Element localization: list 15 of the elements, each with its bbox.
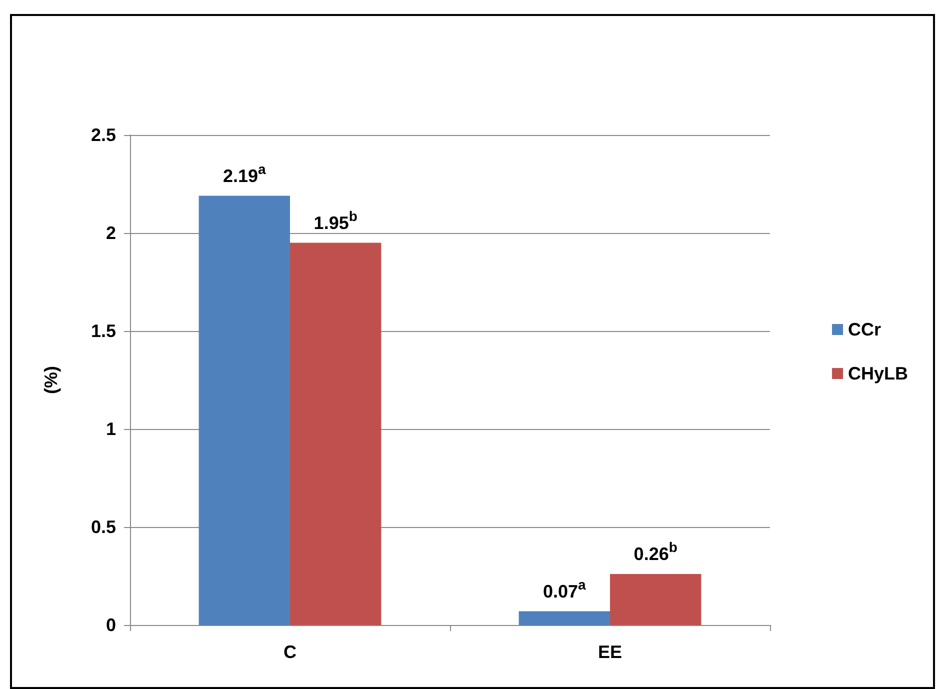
legend-label: CHyLB	[848, 364, 908, 384]
x-tick-label: C	[284, 642, 296, 662]
y-tick-label: 2	[106, 223, 116, 243]
y-axis-title: (%)	[41, 366, 61, 394]
legend-label: CCr	[848, 320, 882, 340]
y-tick-label: 0	[106, 615, 116, 635]
bar	[610, 574, 702, 625]
y-tick-label: 2.5	[90, 125, 116, 145]
bar	[290, 242, 382, 625]
bar	[518, 611, 610, 625]
y-tick-label: 0.5	[90, 517, 116, 537]
x-tick-label: EE	[598, 642, 622, 662]
y-tick-label: 1	[106, 419, 116, 439]
y-tick-label: 1.5	[90, 321, 116, 341]
bar	[198, 196, 290, 625]
